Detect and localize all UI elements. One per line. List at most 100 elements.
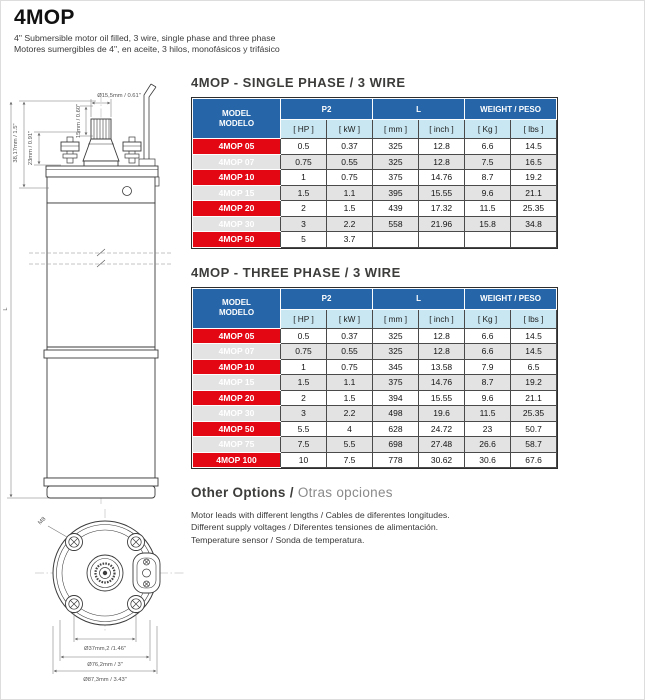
- value-cell: 5.5: [280, 420, 327, 437]
- unit-kg: [ Kg ]: [464, 308, 512, 329]
- value-cell: 7.5: [280, 436, 327, 453]
- value-cell: 3: [280, 405, 327, 422]
- value-cell: 5: [280, 231, 327, 248]
- model-cell: 4MOP 20: [192, 200, 281, 217]
- weight-column-header: WEIGHT / PESO: [464, 287, 558, 310]
- table-row: 4MOP 20 2 1.5 439 17.32 11.5 25.35: [192, 200, 558, 217]
- value-cell: 26.6: [464, 436, 512, 453]
- option-line: Different supply voltages / Diferentes t…: [191, 522, 439, 533]
- table-row: 4MOP 50 5 3.7: [192, 231, 558, 248]
- model-cell: 4MOP 50: [192, 231, 281, 248]
- unit-inch: [ inch ]: [418, 308, 466, 329]
- single-phase-table-frame: MODEL MODELO P2 L WEIGHT / PESO [ HP ] […: [191, 97, 559, 249]
- unit-kg: [ Kg ]: [464, 119, 512, 139]
- value-cell: 12.8: [418, 153, 466, 170]
- option-line: Temperature sensor / Sonda de temperatur…: [191, 534, 365, 545]
- value-cell: 0.37: [325, 138, 374, 155]
- table-title-single-phase: 4MOP - SINGLE PHASE / 3 WIRE: [191, 75, 406, 90]
- value-cell: 1.5: [280, 184, 327, 201]
- value-cell: 3: [280, 215, 327, 232]
- value-cell: 0.5: [280, 327, 327, 344]
- value-cell: 395: [372, 184, 420, 201]
- three-phase-table-frame: MODEL MODELO P2 L WEIGHT / PESO [ HP ] […: [191, 286, 559, 469]
- value-cell: 1.1: [325, 374, 374, 391]
- unit-kw: [ kW ]: [325, 308, 374, 329]
- dim-label-total-length: L: [3, 307, 9, 311]
- value-cell: 19.2: [510, 374, 558, 391]
- value-cell: 698: [372, 436, 420, 453]
- unit-lbs: [ lbs ]: [510, 308, 558, 329]
- model-cell: 4MOP 10: [192, 169, 281, 186]
- table-row: 4MOP 07 0.75 0.55 325 12.8 6.6 14.5: [192, 343, 558, 360]
- value-cell: 21.1: [510, 184, 558, 201]
- other-options-title-es: Otras opciones: [293, 485, 393, 500]
- model-cell: 4MOP 15: [192, 184, 281, 201]
- value-cell: 9.6: [464, 184, 512, 201]
- value-cell: 13.58: [418, 358, 466, 375]
- unit-mm: [ mm ]: [372, 308, 420, 329]
- value-cell: 19.2: [510, 169, 558, 186]
- value-cell: 21.96: [418, 215, 466, 232]
- value-cell: 27.48: [418, 436, 466, 453]
- single-phase-section: 4MOP - SINGLE PHASE / 3 WIRE MODEL MODEL…: [191, 75, 571, 254]
- bolt-thread-label: M8: [37, 516, 47, 526]
- table-row: 4MOP 20 2 1.5 394 15.55 9.6 21.1: [192, 389, 558, 406]
- model-cell: 4MOP 50: [192, 420, 281, 437]
- value-cell: [464, 231, 512, 248]
- value-cell: 23: [464, 420, 512, 437]
- unit-lbs: [ lbs ]: [510, 119, 558, 139]
- value-cell: 7.5: [325, 451, 374, 468]
- dim-label-outer-diameter: Ø87,3mm / 3.43": [83, 677, 127, 683]
- model-cell: 4MOP 15: [192, 374, 281, 391]
- model-cell: 4MOP 30: [192, 215, 281, 232]
- value-cell: 30.62: [418, 451, 466, 468]
- value-cell: 15.55: [418, 389, 466, 406]
- m8-leader-line: [47, 525, 68, 538]
- table-row: 4MOP 05 0.5 0.37 325 12.8 6.6 14.5: [192, 138, 558, 155]
- dim-label-head: 38,17mm / 1.5": [13, 123, 19, 162]
- value-cell: 1: [280, 358, 327, 375]
- subtitle-en: 4" Submersible motor oil filled, 3 wire,…: [14, 33, 276, 43]
- table-row: 4MOP 07 0.75 0.55 325 12.8 7.5 16.5: [192, 153, 558, 170]
- value-cell: 325: [372, 153, 420, 170]
- value-cell: 11.5: [464, 200, 512, 217]
- other-options-section: Other Options / Otras opciones Motor lea…: [191, 485, 571, 546]
- value-cell: 14.76: [418, 169, 466, 186]
- value-cell: 34.8: [510, 215, 558, 232]
- value-cell: 10: [280, 451, 327, 468]
- value-cell: [510, 231, 558, 248]
- page-title: 4MOP: [14, 6, 75, 29]
- value-cell: 3.7: [325, 231, 374, 248]
- value-cell: 0.75: [325, 169, 374, 186]
- value-cell: 2: [280, 389, 327, 406]
- value-cell: 16.5: [510, 153, 558, 170]
- value-cell: 14.5: [510, 138, 558, 155]
- value-cell: 58.7: [510, 436, 558, 453]
- value-cell: 2.2: [325, 405, 374, 422]
- value-cell: 6.6: [464, 138, 512, 155]
- value-cell: 325: [372, 327, 420, 344]
- table-row: 4MOP 30 3 2.2 498 19.6 11.5 25.35: [192, 405, 558, 422]
- value-cell: 5.5: [325, 436, 374, 453]
- value-cell: 394: [372, 389, 420, 406]
- length-column-header: L: [372, 98, 466, 120]
- value-cell: 345: [372, 358, 420, 375]
- content-column: 4MOP - SINGLE PHASE / 3 WIRE MODEL MODEL…: [191, 75, 571, 546]
- unit-hp: [ HP ]: [280, 119, 327, 139]
- value-cell: 0.5: [280, 138, 327, 155]
- value-cell: 12.8: [418, 138, 466, 155]
- model-cell: 4MOP 20: [192, 389, 281, 406]
- value-cell: 15.8: [464, 215, 512, 232]
- value-cell: 0.37: [325, 327, 374, 344]
- model-column-header: MODEL MODELO: [192, 287, 281, 329]
- value-cell: 67.6: [510, 451, 558, 468]
- value-cell: 439: [372, 200, 420, 217]
- value-cell: 8.7: [464, 169, 512, 186]
- break-lines: [29, 252, 173, 265]
- value-cell: 30.6: [464, 451, 512, 468]
- table-row: 4MOP 10 1 0.75 345 13.58 7.9 6.5: [192, 358, 558, 375]
- value-cell: 0.75: [280, 343, 327, 360]
- model-cell: 4MOP 10: [192, 358, 281, 375]
- value-cell: 0.75: [325, 358, 374, 375]
